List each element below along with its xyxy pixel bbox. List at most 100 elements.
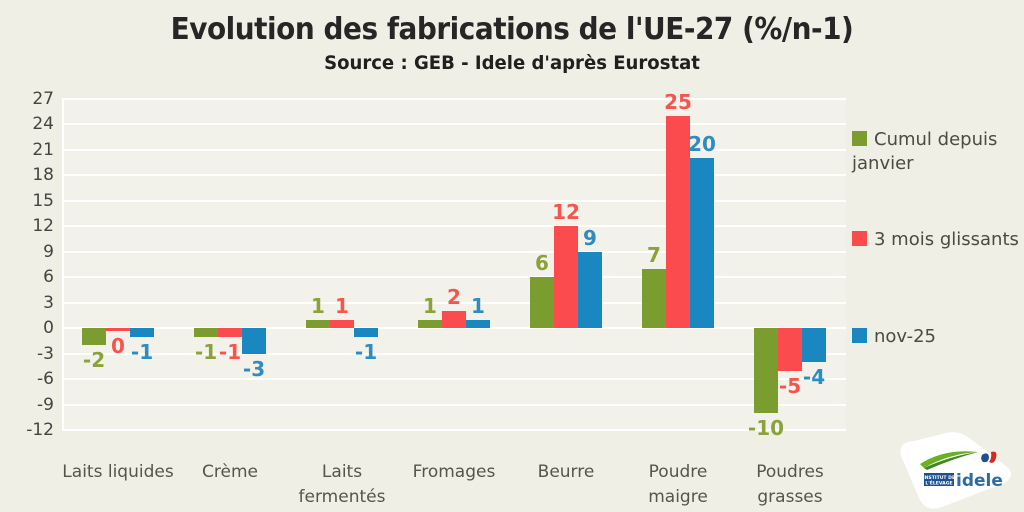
legend-swatch [852, 328, 867, 343]
legend: Cumul depuis janvier 3 mois glissants nov-… [852, 128, 1020, 358]
bar-value-label: 25 [664, 89, 692, 114]
bar-value-label: 20 [688, 132, 716, 157]
bar-value-label: 0 [111, 333, 125, 358]
gridline [62, 199, 846, 202]
bar [418, 319, 442, 329]
bar-value-label: 1 [335, 293, 349, 318]
bar [194, 328, 218, 337]
bar [442, 311, 466, 329]
bar-value-label: 1 [311, 293, 325, 318]
bar [642, 268, 666, 329]
gridline [62, 98, 846, 100]
x-axis-category-label: Laits fermentés [298, 462, 386, 507]
legend-label: nov-25 [874, 326, 936, 347]
bar-value-label: -3 [242, 356, 266, 381]
y-axis-tick-label: 24 [32, 114, 54, 135]
gridline [62, 429, 846, 431]
legend-item: 3 mois glissants [852, 228, 1020, 252]
logo-flag-blue [981, 453, 989, 463]
bar [690, 158, 714, 329]
bar [778, 328, 802, 371]
x-axis-category-label: Beurre [537, 462, 595, 482]
legend-swatch [852, 231, 867, 246]
bar-value-label: -1 [218, 339, 242, 364]
logo-pick-shape [900, 432, 1012, 509]
bar [242, 328, 266, 354]
logo-institute-line2: L'ÉLEVAGE [925, 479, 952, 487]
gridline [62, 327, 846, 330]
y-axis-tick-label: 9 [43, 241, 54, 262]
logo-brand: idele [956, 471, 1003, 491]
bar [130, 328, 154, 337]
y-axis-tick-label: 0 [43, 318, 54, 339]
chart-subtitle: Source : GEB - Idele d'après Eurostat [324, 52, 700, 74]
logo-swoosh-dark [924, 452, 978, 470]
x-axis-category-label: Laits liquides [62, 462, 174, 482]
y-axis-tick-label: 15 [32, 190, 54, 211]
bar [106, 328, 130, 331]
logo-institute-line1: INSTITUT DE [923, 475, 955, 481]
y-axis-tick-label: 6 [43, 267, 54, 288]
logo-flag-red [989, 451, 997, 463]
bar-value-label: 9 [583, 225, 597, 250]
bar [754, 328, 778, 413]
legend-label: 3 mois glissants [874, 229, 1019, 250]
gridline [62, 352, 846, 355]
gridline [62, 123, 846, 126]
bar-value-label: 6 [535, 251, 549, 276]
bar-value-label: 1 [471, 293, 485, 318]
x-axis: Laits liquides Crème Laits fermentés Fromag… [62, 460, 846, 510]
bar [530, 277, 554, 329]
plot-area: -2 0 -1 -1 -1 -3 1 1 -1 1 2 1 6 12 9 7 25 20 -10 -5 -4 [62, 92, 846, 438]
bar-value-label: 7 [647, 242, 661, 267]
legend-swatch [852, 131, 867, 146]
bar-value-label: -5 [778, 373, 802, 398]
bar [666, 115, 690, 329]
bar-value-label: -10 [747, 416, 785, 441]
gridline [62, 148, 846, 151]
bar-value-label: -2 [82, 348, 106, 373]
chart-title: Evolution des fabrications de l'UE-27 (%… [170, 12, 854, 47]
y-axis-tick-label: 12 [32, 216, 54, 237]
y-axis: -12 -9 -6 -3 0 3 6 9 12 15 18 21 24 27 [0, 91, 54, 439]
bar [82, 328, 106, 346]
y-axis-tick-label: -12 [26, 420, 54, 440]
bar-value-label: 12 [552, 200, 580, 225]
gridline [62, 301, 846, 304]
y-axis-tick-label: 3 [43, 292, 54, 313]
bar-value-label: -1 [130, 339, 154, 364]
bar-value-label: 1 [423, 293, 437, 318]
legend-label: Cumul depuis janvier [852, 129, 998, 175]
y-axis-tick-label: 18 [32, 165, 54, 186]
gridline [62, 174, 846, 177]
x-axis-category-label: Poudre maigre [648, 462, 708, 507]
bar [330, 319, 354, 329]
bar [306, 319, 330, 329]
bar [578, 251, 602, 329]
gridline [62, 250, 846, 253]
bar-value-label: -1 [354, 339, 378, 364]
bar-value-label: -1 [194, 339, 218, 364]
x-axis-category-label: Poudres grasses [756, 462, 824, 507]
gridline [62, 225, 846, 228]
x-axis-category-label: Fromages [412, 462, 496, 482]
bar [554, 226, 578, 329]
legend-item: Cumul depuis janvier [852, 128, 1020, 177]
gridline [62, 378, 846, 381]
y-axis-tick-label: -6 [37, 369, 54, 390]
x-axis-category-label: Crème [202, 462, 258, 482]
bar-value-label: -4 [802, 365, 826, 390]
y-axis-tick-label: -3 [37, 343, 54, 364]
gridline [62, 403, 846, 406]
y-axis-tick-label: -9 [37, 394, 54, 415]
y-axis-tick-label: 27 [32, 89, 54, 109]
bar [218, 328, 242, 337]
logo-swoosh [920, 451, 978, 468]
bar [802, 328, 826, 363]
legend-item: nov-25 [852, 325, 1020, 349]
y-axis-tick-label: 21 [32, 139, 54, 160]
logo-box [924, 473, 954, 486]
gridline [62, 276, 846, 279]
bar [354, 328, 378, 337]
